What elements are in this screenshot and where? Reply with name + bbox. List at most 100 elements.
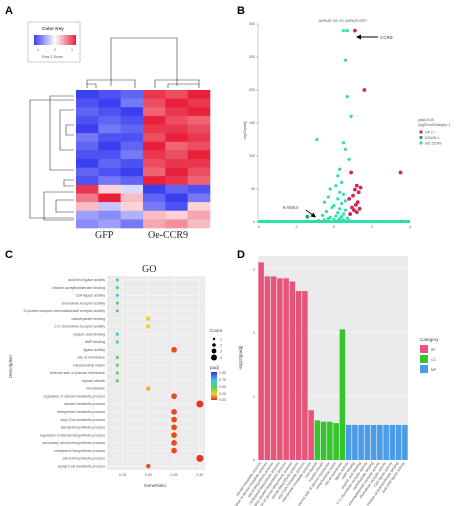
heatmap-cell	[165, 202, 188, 212]
volcano-plot-area	[258, 24, 410, 222]
go-dot	[171, 439, 177, 446]
legend-label-up: UP 17	[425, 131, 435, 135]
bar-ytick-label: 2	[253, 331, 255, 335]
go-term-label: ligase activity	[84, 348, 106, 352]
volcano-point	[360, 219, 365, 223]
heatmap-cell	[120, 219, 144, 229]
volcano-legend-subtitle: |log2FoldChange|>1	[418, 123, 450, 127]
volcano-point	[341, 218, 346, 222]
bar	[383, 424, 389, 460]
go-term-label: C-C chemokine receptor activity	[54, 325, 105, 329]
volcano-point	[303, 219, 308, 223]
go-term-label: organic acid binding	[73, 332, 105, 336]
count-legend-dot	[211, 348, 217, 354]
go-term-label: cholesterol biosynthetic process	[54, 449, 105, 453]
ccr9-label: CCR9	[380, 35, 393, 40]
go-xtick-label: 0.20	[145, 473, 152, 477]
volcano-point	[321, 213, 325, 217]
heatmap-cell	[165, 133, 188, 143]
go-xtick-label: 0.30	[196, 473, 203, 477]
heatmap-cell	[120, 159, 144, 168]
volcano-point	[353, 187, 357, 192]
volcano-point	[326, 195, 330, 199]
volcano-xtick-label: 2	[371, 225, 373, 229]
heatmap-cell	[76, 193, 99, 203]
heatmap-cell	[76, 159, 99, 168]
heatmap-cell	[187, 133, 211, 143]
heatmap-cell	[76, 124, 99, 134]
volcano-point	[341, 29, 346, 33]
dendro-branch	[29, 99, 74, 219]
volcano-point	[353, 202, 358, 207]
heatmap-cell	[120, 210, 144, 220]
volcano-point	[343, 147, 347, 151]
heatmap-cell	[143, 193, 166, 203]
volcano-xtick-label: 4	[409, 225, 411, 229]
heatmap-cell	[98, 193, 121, 203]
heatmap-cell	[165, 219, 188, 229]
heatmap-cell	[143, 159, 166, 168]
volcano-legend-title: padj<0.05	[418, 118, 434, 122]
heatmap-cell	[187, 159, 211, 168]
volcano-point	[341, 192, 346, 196]
heatmap-cell	[143, 210, 166, 220]
volcano-point	[328, 187, 332, 191]
dendro-branch	[87, 83, 97, 88]
volcano-ytick-label: 250	[249, 55, 255, 59]
go-dot	[146, 316, 151, 321]
bar	[327, 421, 333, 460]
bar-ylabel: -log10(padj)	[238, 345, 243, 370]
bar	[308, 410, 314, 460]
heatmap-cell	[120, 176, 144, 186]
go-dot	[115, 340, 119, 344]
heatmap-cell	[143, 90, 166, 99]
heatmap-cell	[98, 133, 121, 143]
color-key-title: Color Key	[42, 26, 64, 31]
heatmap-cell	[98, 107, 121, 117]
volcano-point	[350, 205, 354, 210]
go-count-legend: Count 1 2 3 4	[210, 328, 223, 361]
padj-legend-title: padj	[210, 365, 219, 370]
go-dot	[171, 346, 177, 353]
panel-b-label: B	[237, 5, 245, 17]
heatmap-cell	[98, 124, 121, 134]
heatmap-cell	[187, 90, 211, 99]
volcano-point	[351, 219, 355, 223]
heatmap-cell	[143, 141, 166, 151]
heatmap-cell	[76, 98, 99, 108]
volcano-point	[313, 219, 317, 223]
bar	[333, 423, 339, 460]
heatmap-cell	[143, 115, 166, 125]
panel-c-label: C	[5, 249, 13, 261]
heatmap-cell	[165, 107, 188, 117]
go-dot	[146, 386, 151, 391]
volcano-point	[354, 183, 359, 188]
heatmap-cell	[98, 184, 121, 194]
category-label-cc: CC	[431, 358, 437, 362]
heatmap-cell	[120, 124, 144, 134]
go-term-label: carbohydrate binding	[71, 317, 105, 321]
heatmap-cell	[120, 193, 144, 203]
volcano-point	[330, 205, 334, 210]
heatmap-cell	[98, 176, 121, 186]
go-dot	[171, 393, 177, 400]
heatmap-cell	[76, 133, 99, 143]
heatmap-cell	[98, 219, 121, 229]
dendro-branch	[167, 83, 199, 88]
heatmap-cell	[76, 210, 99, 220]
dendro-branch	[49, 95, 74, 171]
count-legend-label: 1	[220, 338, 222, 342]
go-term-label: triterpenoid metabolic process	[57, 410, 105, 414]
go-term-label: secondary alcohol biosynthetic process	[42, 441, 105, 445]
heatmap-cell	[120, 202, 144, 212]
heatmap-cell	[120, 98, 144, 108]
volcano-point	[326, 217, 330, 221]
volcano-ytick-label: 150	[249, 121, 255, 125]
heatmap-cell	[98, 210, 121, 220]
color-key-tick: 1	[71, 48, 73, 52]
go-term-label: myosin sheath	[82, 379, 105, 383]
bar	[314, 420, 321, 460]
volcano-point	[351, 193, 355, 198]
